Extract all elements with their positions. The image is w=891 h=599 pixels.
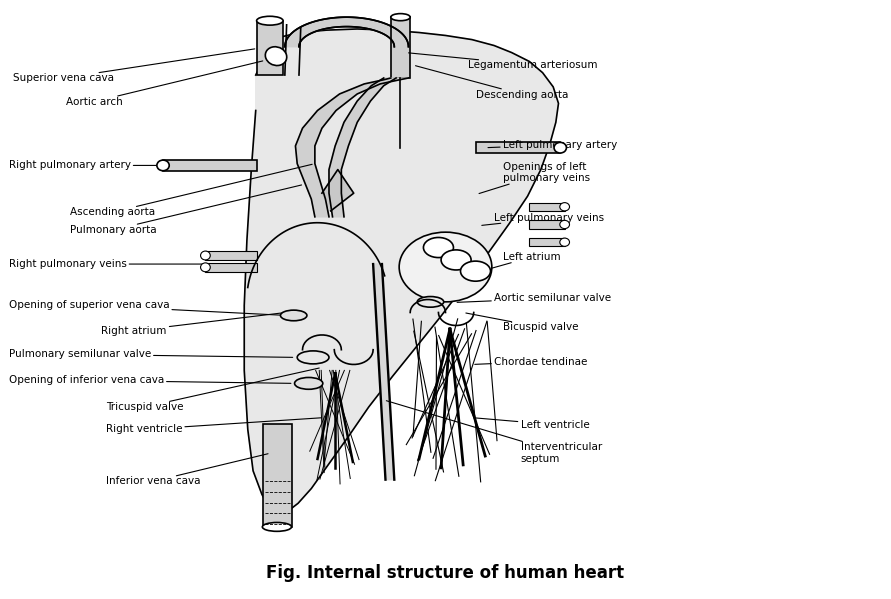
Polygon shape [257, 21, 283, 75]
Text: Right pulmonary artery: Right pulmonary artery [9, 161, 165, 171]
Text: Right ventricle: Right ventricle [106, 418, 321, 434]
Text: Descending aorta: Descending aorta [415, 66, 568, 99]
Text: Superior vena cava: Superior vena cava [13, 49, 255, 83]
Text: Pulmonary aorta: Pulmonary aorta [70, 185, 301, 235]
Ellipse shape [391, 14, 410, 21]
Text: Left ventricle: Left ventricle [475, 418, 589, 429]
Text: Tricuspid valve: Tricuspid valve [106, 368, 319, 412]
Text: Right atrium: Right atrium [102, 311, 292, 336]
Ellipse shape [281, 310, 307, 320]
Text: Ascending aorta: Ascending aorta [70, 164, 312, 217]
Text: Chordae tendinae: Chordae tendinae [475, 356, 587, 367]
Text: Legamentum arteriosum: Legamentum arteriosum [409, 53, 597, 70]
Polygon shape [529, 220, 565, 229]
Ellipse shape [157, 160, 169, 171]
Ellipse shape [200, 251, 210, 260]
Text: Aortic arch: Aortic arch [66, 61, 263, 107]
Ellipse shape [262, 522, 291, 531]
Ellipse shape [560, 238, 569, 246]
Circle shape [423, 237, 454, 258]
Polygon shape [322, 170, 354, 211]
Circle shape [441, 250, 471, 270]
Ellipse shape [417, 297, 444, 307]
Ellipse shape [560, 220, 569, 229]
Polygon shape [529, 202, 565, 211]
Text: Opening of superior vena cava: Opening of superior vena cava [9, 301, 284, 315]
Text: Opening of inferior vena cava: Opening of inferior vena cava [9, 376, 290, 385]
Text: Openings of left
pulmonary veins: Openings of left pulmonary veins [479, 162, 590, 193]
Polygon shape [529, 238, 565, 246]
Polygon shape [296, 78, 408, 217]
Polygon shape [163, 160, 257, 171]
Polygon shape [391, 17, 410, 78]
Ellipse shape [257, 16, 283, 25]
Polygon shape [285, 17, 408, 47]
Ellipse shape [266, 47, 287, 65]
Ellipse shape [560, 202, 569, 211]
Polygon shape [329, 78, 396, 217]
Ellipse shape [298, 351, 329, 364]
Text: Interventricular
septum: Interventricular septum [387, 401, 601, 464]
Ellipse shape [295, 377, 323, 389]
Polygon shape [263, 423, 292, 527]
Text: Left pulmonary artery: Left pulmonary artery [488, 140, 617, 150]
Polygon shape [477, 143, 560, 153]
Text: Fig. Internal structure of human heart: Fig. Internal structure of human heart [266, 564, 625, 582]
Text: Bicuspid valve: Bicuspid valve [466, 313, 578, 332]
Ellipse shape [200, 263, 210, 272]
Polygon shape [244, 29, 559, 513]
Text: Right pulmonary veins: Right pulmonary veins [9, 259, 206, 269]
Text: Inferior vena cava: Inferior vena cava [106, 453, 268, 486]
Polygon shape [373, 264, 395, 480]
Text: Left pulmonary veins: Left pulmonary veins [482, 213, 604, 225]
Ellipse shape [554, 143, 567, 153]
Text: Pulmonary semilunar valve: Pulmonary semilunar valve [9, 349, 292, 359]
Circle shape [461, 261, 491, 281]
Ellipse shape [399, 232, 492, 302]
Text: Left atrium: Left atrium [493, 252, 560, 268]
Polygon shape [206, 263, 257, 272]
Polygon shape [206, 251, 257, 260]
Text: Aortic semilunar valve: Aortic semilunar valve [457, 294, 611, 303]
